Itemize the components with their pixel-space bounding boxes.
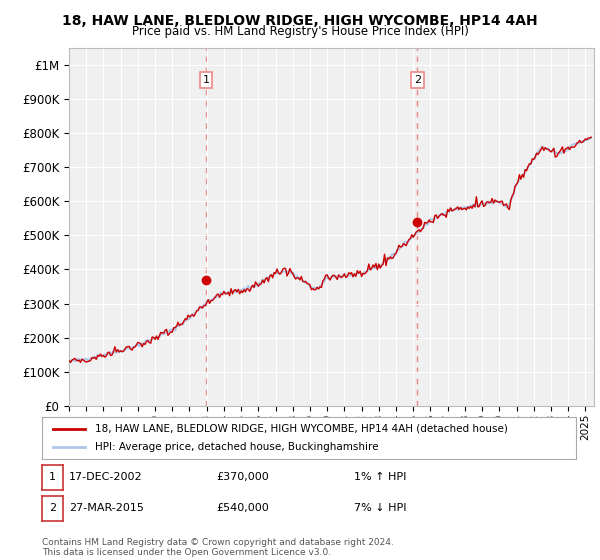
Text: 18, HAW LANE, BLEDLOW RIDGE, HIGH WYCOMBE, HP14 4AH (detached house): 18, HAW LANE, BLEDLOW RIDGE, HIGH WYCOMB…: [95, 424, 508, 434]
Text: 1: 1: [203, 75, 209, 85]
Text: 2: 2: [413, 75, 421, 85]
Text: 2: 2: [49, 503, 56, 513]
Text: £540,000: £540,000: [216, 503, 269, 513]
Text: 18, HAW LANE, BLEDLOW RIDGE, HIGH WYCOMBE, HP14 4AH: 18, HAW LANE, BLEDLOW RIDGE, HIGH WYCOMB…: [62, 14, 538, 28]
Text: £370,000: £370,000: [216, 473, 269, 482]
Text: 17-DEC-2002: 17-DEC-2002: [69, 473, 143, 482]
Text: 1: 1: [49, 473, 56, 482]
Text: 7% ↓ HPI: 7% ↓ HPI: [354, 503, 407, 513]
Text: Price paid vs. HM Land Registry's House Price Index (HPI): Price paid vs. HM Land Registry's House …: [131, 25, 469, 38]
Text: 27-MAR-2015: 27-MAR-2015: [69, 503, 144, 513]
Text: Contains HM Land Registry data © Crown copyright and database right 2024.
This d: Contains HM Land Registry data © Crown c…: [42, 538, 394, 557]
Text: 1% ↑ HPI: 1% ↑ HPI: [354, 473, 406, 482]
Text: HPI: Average price, detached house, Buckinghamshire: HPI: Average price, detached house, Buck…: [95, 442, 379, 452]
